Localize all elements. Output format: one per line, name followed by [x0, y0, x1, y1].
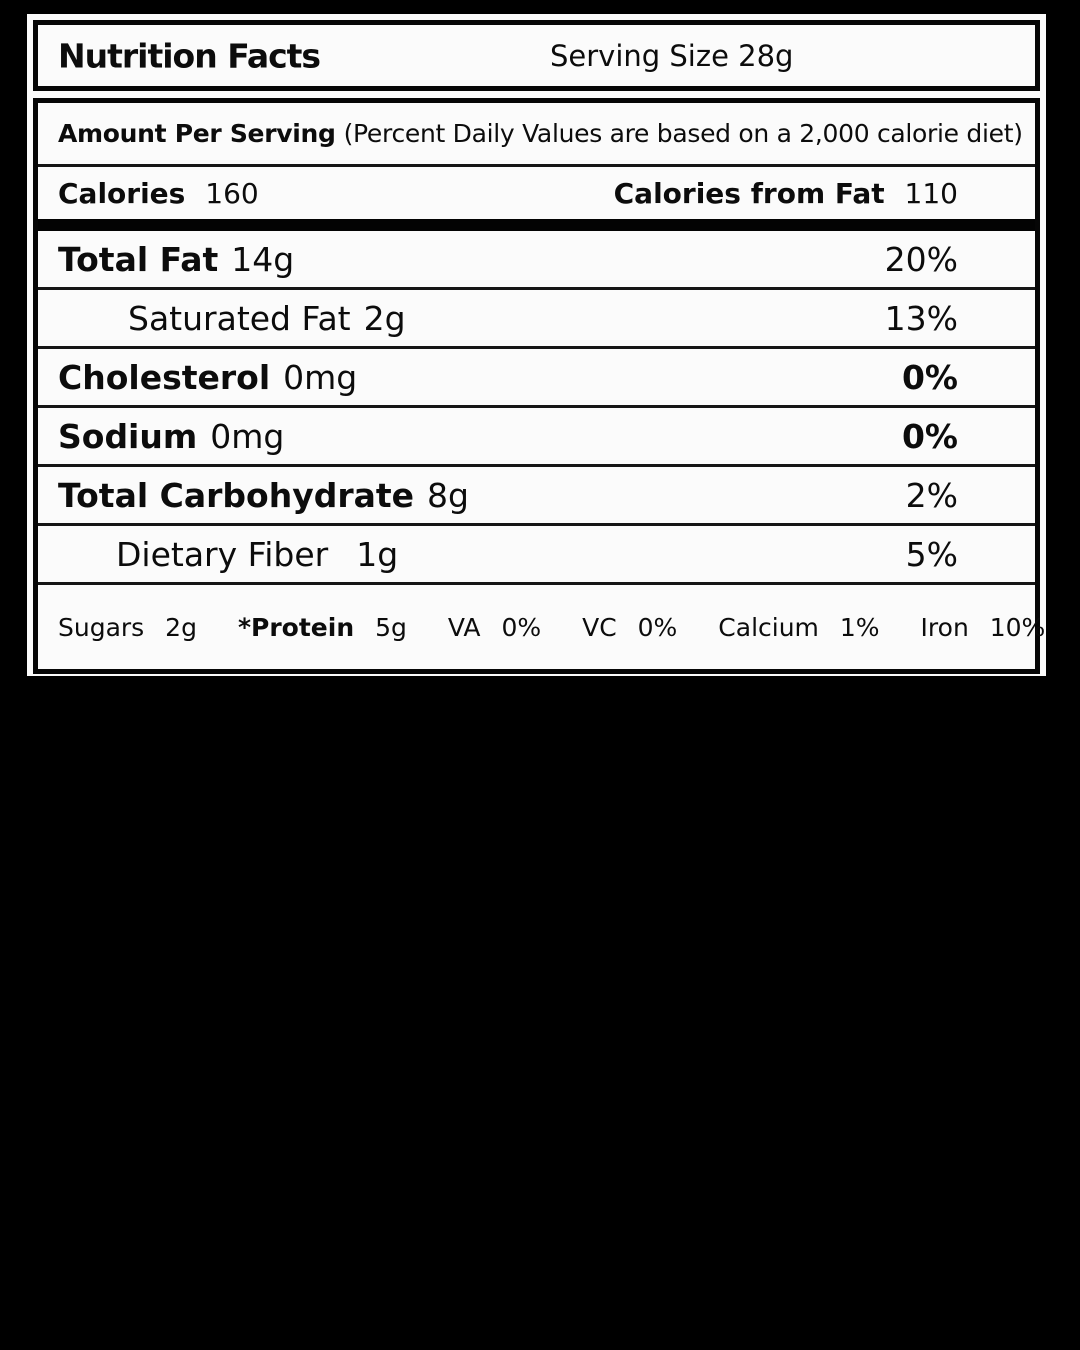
dietary-fiber-row: Dietary Fiber 1g 5%	[38, 526, 1035, 585]
sodium-label: Sodium	[58, 416, 198, 456]
total-carbohydrate-label: Total Carbohydrate	[58, 475, 415, 515]
dietary-fiber-percent: 5%	[905, 534, 958, 574]
saturated-fat-label: Saturated Fat	[128, 298, 351, 338]
calories-from-fat-pair: Calories from Fat 110	[614, 177, 958, 210]
sugars-pair: Sugars 2g	[58, 613, 197, 642]
cholesterol-value: 0mg	[283, 357, 358, 397]
saturated-fat-value: 2g	[363, 298, 406, 338]
amount-per-serving-label: Amount Per Serving	[58, 119, 336, 148]
total-carbohydrate-row: Total Carbohydrate 8g 2%	[38, 467, 1035, 526]
cholesterol-row: Cholesterol 0mg 0%	[38, 349, 1035, 408]
total-fat-percent: 20%	[884, 239, 958, 279]
sodium-value: 0mg	[210, 416, 285, 456]
cholesterol-percent: 0%	[901, 357, 958, 397]
vitamin-a-pair: VA 0%	[448, 613, 541, 642]
protein-value: 5g	[375, 612, 407, 642]
vitamin-c-label: VC	[582, 612, 617, 642]
calcium-label: Calcium	[718, 612, 819, 642]
protein-pair: *Protein 5g	[238, 613, 407, 642]
total-fat-value: 14g	[231, 239, 295, 279]
vitamin-a-value: 0%	[501, 612, 542, 642]
total-carbohydrate-percent: 2%	[905, 475, 958, 515]
saturated-fat-percent: 13%	[884, 298, 958, 338]
micronutrients-row: Sugars 2g *Protein 5g VA 0% VC 0% Calciu…	[38, 585, 1045, 669]
label-title: Nutrition Facts	[58, 36, 321, 75]
sugars-value: 2g	[165, 612, 197, 642]
cholesterol-label: Cholesterol	[58, 357, 271, 397]
calories-row: Calories 160 Calories from Fat 110	[38, 167, 1035, 231]
protein-label: *Protein	[237, 612, 355, 642]
vitamin-a-label: VA	[447, 612, 481, 642]
iron-value: 10%	[989, 612, 1046, 642]
total-carbohydrate-value: 8g	[427, 475, 469, 515]
vitamin-c-pair: VC 0%	[582, 613, 677, 642]
total-fat-label: Total Fat	[58, 239, 219, 279]
dietary-fiber-label: Dietary Fiber	[116, 534, 329, 574]
sodium-percent: 0%	[901, 416, 958, 456]
sodium-row: Sodium 0mg 0%	[38, 408, 1035, 467]
label-header-box: Nutrition Facts Serving Size 28g	[33, 20, 1040, 91]
calories-from-fat-label: Calories from Fat	[613, 176, 885, 210]
iron-label: Iron	[920, 612, 969, 642]
saturated-fat-row: Saturated Fat 2g 13%	[38, 290, 1035, 349]
sugars-label: Sugars	[58, 612, 145, 642]
label-body-box: Amount Per Serving (Percent Daily Values…	[33, 98, 1045, 674]
calories-from-fat-value: 110	[904, 176, 958, 210]
daily-values-note: (Percent Daily Values are based on a 2,0…	[343, 119, 1023, 148]
calories-pair: Calories 160	[58, 177, 259, 210]
nutrition-facts-label: Nutrition Facts Serving Size 28g Amount …	[25, 12, 1048, 678]
serving-size: Serving Size 28g	[550, 38, 794, 73]
vitamin-c-value: 0%	[637, 612, 678, 642]
iron-pair: Iron 10%	[921, 613, 1046, 642]
calories-label: Calories	[58, 176, 186, 210]
calcium-pair: Calcium 1%	[718, 613, 879, 642]
calories-value: 160	[205, 176, 259, 210]
dietary-fiber-value: 1g	[356, 534, 399, 574]
calcium-value: 1%	[839, 612, 880, 642]
amount-per-serving-row: Amount Per Serving (Percent Daily Values…	[38, 103, 1035, 167]
total-fat-row: Total Fat 14g 20%	[38, 231, 1035, 290]
